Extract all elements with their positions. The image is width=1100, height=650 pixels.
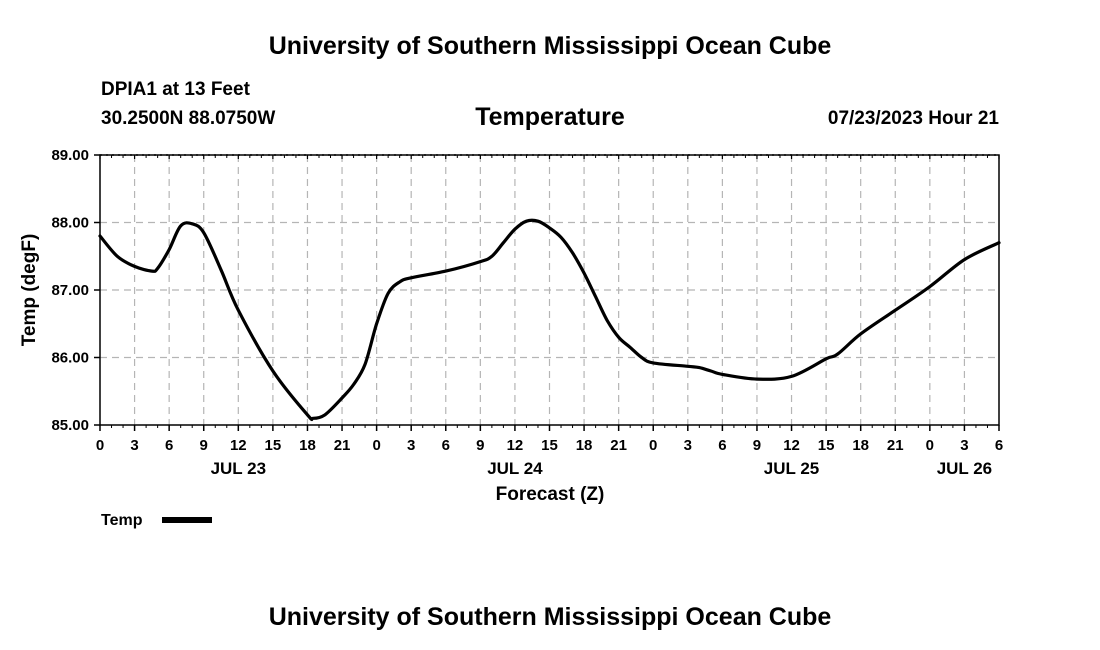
legend-label: Temp: [101, 512, 143, 529]
x-tick-label: 12: [783, 437, 800, 454]
x-tick-label: 18: [299, 437, 316, 454]
x-tick-label: 12: [230, 437, 247, 454]
x-tick-label: 3: [684, 437, 692, 454]
x-tick-label: 0: [926, 437, 934, 454]
x-tick-label: 9: [476, 437, 484, 454]
y-tick-label: 87.00: [51, 282, 89, 299]
footer-title: University of Southern Mississippi Ocean…: [269, 603, 832, 631]
x-tick-label: 0: [372, 437, 380, 454]
x-tick-label: 9: [200, 437, 208, 454]
x-day-label: JUL 25: [764, 459, 819, 478]
legend: Temp: [101, 512, 212, 529]
temp-series-line: [98, 218, 1001, 422]
issued-datetime: 07/23/2023 Hour 21: [828, 108, 1000, 129]
x-tick-label: 15: [265, 437, 282, 454]
x-tick-label: 18: [576, 437, 593, 454]
x-tick-label: 6: [165, 437, 173, 454]
y-tick-label: 86.00: [51, 350, 89, 367]
x-tick-label: 21: [887, 437, 904, 454]
y-tick-label: 88.00: [51, 215, 89, 232]
y-tick-label: 89.00: [51, 147, 89, 164]
x-tick-label: 6: [442, 437, 450, 454]
y-tick-label: 85.00: [51, 417, 89, 434]
x-tick-label: 0: [649, 437, 657, 454]
x-tick-label: 9: [753, 437, 761, 454]
x-tick-label: 18: [852, 437, 869, 454]
x-tick-label: 3: [407, 437, 415, 454]
x-tick-label: 3: [130, 437, 138, 454]
x-day-label: JUL 24: [487, 459, 543, 478]
grid-lines: [100, 154, 999, 425]
x-tick-label: 0: [96, 437, 104, 454]
x-tick-label: 21: [610, 437, 627, 454]
x-tick-label: 12: [507, 437, 524, 454]
axes: 0 3 6 9 12 15 18 21 0 3 6 9 12 15 18 21 0 3 6 9 12 15 18 21 0 3 6 8…: [51, 147, 1003, 478]
x-tick-label: 15: [818, 437, 835, 454]
x-tick-label: 6: [718, 437, 726, 454]
page-title: University of Southern Mississippi Ocean…: [269, 32, 832, 60]
x-tick-label: 3: [960, 437, 968, 454]
x-tick-label: 21: [334, 437, 351, 454]
x-day-label: JUL 26: [937, 459, 992, 478]
x-axis-label: Forecast (Z): [496, 484, 605, 505]
chart-title: Temperature: [475, 103, 625, 131]
station-label: DPIA1 at 13 Feet: [101, 79, 251, 100]
x-tick-label: 15: [541, 437, 558, 454]
coordinates-label: 30.2500N 88.0750W: [101, 108, 275, 129]
y-axis-label: Temp (degF): [19, 234, 40, 347]
x-tick-label: 6: [995, 437, 1003, 454]
x-day-label: JUL 23: [211, 459, 266, 478]
